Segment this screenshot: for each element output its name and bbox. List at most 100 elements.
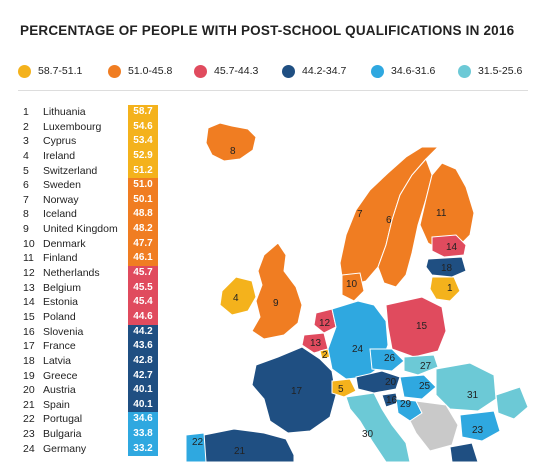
country-name: Slovenia	[43, 325, 84, 338]
rank-number: 19	[23, 369, 35, 382]
country-name: Norway	[43, 193, 79, 206]
value-cell: 44.6	[128, 309, 158, 325]
legend-label: 58.7-51.1	[38, 65, 83, 77]
region-ireland	[219, 276, 257, 316]
table-row: 19 Greece 42.7	[18, 368, 160, 384]
country-name: Belgium	[43, 281, 81, 294]
region-poland	[385, 296, 447, 358]
value-cell: 46.1	[128, 251, 158, 267]
value-cell: 51.2	[128, 163, 158, 179]
country-name: Denmark	[43, 237, 86, 250]
country-name: Greece	[43, 369, 78, 382]
map-label: 7	[357, 209, 363, 220]
rank-number: 8	[23, 208, 29, 221]
value-cell: 50.1	[128, 192, 158, 208]
region-sweden	[377, 158, 433, 288]
region-finland	[419, 162, 475, 252]
table-row: 23 Bulgaria 33.8	[18, 427, 160, 442]
region-greece	[449, 442, 479, 462]
region-lithuania	[429, 276, 461, 302]
value-cell: 48.8	[128, 207, 158, 223]
table-row: 20 Austria 40.1	[18, 383, 160, 398]
rank-number: 3	[23, 135, 29, 148]
value-cell: 43.6	[128, 339, 158, 354]
table-row: 9 United Kingdom 48.2	[18, 222, 160, 237]
map-label: 25	[419, 381, 431, 392]
country-name: Cyprus	[43, 135, 77, 148]
country-name: Bulgaria	[43, 428, 82, 441]
value-cell: 42.8	[128, 353, 158, 369]
region-denmark	[341, 272, 365, 302]
value-cell: 53.4	[128, 134, 158, 149]
value-cell: 51.0	[128, 178, 158, 193]
table-row: 14 Estonia 45.4	[18, 295, 160, 310]
map-label: 5	[338, 384, 344, 395]
map-label: 10	[346, 279, 358, 290]
map-label: 2	[322, 350, 328, 361]
country-name: Finland	[43, 252, 78, 265]
map-label: 6	[386, 215, 392, 226]
table-row: 5 Switzerland 51.2	[18, 163, 160, 179]
rank-number: 24	[23, 442, 35, 455]
table-row: 7 Norway 50.1	[18, 192, 160, 208]
legend-label: 45.7-44.3	[214, 65, 259, 77]
table-row: 13 Belgium 45.5	[18, 280, 160, 296]
legend-swatch	[194, 64, 207, 78]
europe-map: 8 7 6 11 14 18 1 4 9 10 12 13 2 15 24 26…	[185, 122, 529, 462]
table-row: 1 Lithuania 58.7	[18, 105, 160, 120]
region-moldova-edge	[495, 386, 529, 420]
value-cell: 33.2	[128, 441, 158, 457]
region-spain	[203, 428, 295, 462]
map-label: 18	[441, 263, 453, 274]
map-label: 15	[416, 321, 428, 332]
legend: 58.7-51.1 51.0-45.8 45.7-44.3 44.2-34.7 …	[18, 62, 528, 80]
table-row: 15 Poland 44.6	[18, 309, 160, 325]
region-portugal	[185, 432, 207, 462]
table-row: 2 Luxembourg 54.6	[18, 119, 160, 135]
rank-number: 14	[23, 296, 35, 309]
table-row: 6 Sweden 51.0	[18, 178, 160, 193]
page-title: PERCENTAGE OF PEOPLE WITH POST-SCHOOL QU…	[20, 23, 515, 38]
rank-number: 6	[23, 179, 29, 192]
map-label: 20	[385, 377, 397, 388]
region-estonia	[431, 234, 467, 258]
table-row: 24 Germany 33.2	[18, 441, 160, 457]
country-name: Iceland	[43, 208, 77, 221]
legend-swatch	[458, 64, 471, 78]
value-cell: 48.2	[128, 222, 158, 237]
rank-number: 2	[23, 120, 29, 133]
region-uk	[251, 242, 303, 340]
rank-number: 15	[23, 310, 35, 323]
region-czech	[369, 348, 405, 372]
rank-number: 9	[23, 223, 29, 236]
map-label: 9	[273, 298, 279, 309]
rank-number: 10	[23, 237, 35, 250]
value-cell: 34.6	[128, 412, 158, 428]
map-label: 14	[446, 242, 458, 253]
region-romania	[435, 362, 497, 412]
legend-swatch	[108, 64, 121, 78]
region-austria	[355, 370, 401, 394]
legend-swatch	[371, 64, 384, 78]
table-row: 12 Netherlands 45.7	[18, 266, 160, 281]
region-slovakia	[403, 354, 439, 376]
value-cell: 40.1	[128, 397, 158, 413]
rank-number: 13	[23, 281, 35, 294]
table-row: 3 Cyprus 53.4	[18, 134, 160, 149]
table-row: 17 France 43.6	[18, 339, 160, 354]
rank-number: 5	[23, 164, 29, 177]
value-cell: 45.7	[128, 266, 158, 281]
table-row: 22 Portugal 34.6	[18, 412, 160, 428]
value-cell: 52.9	[128, 148, 158, 164]
region-hungary	[399, 374, 437, 400]
country-name: Austria	[43, 384, 76, 397]
rank-number: 11	[23, 252, 34, 265]
legend-label: 34.6-31.6	[391, 65, 436, 77]
country-name: France	[43, 340, 76, 353]
country-name: Lithuania	[43, 106, 86, 118]
rank-number: 21	[23, 398, 35, 411]
region-bulgaria	[459, 410, 501, 442]
table-row: 10 Denmark 47.7	[18, 236, 160, 252]
rank-number: 23	[23, 428, 35, 441]
map-label: 1	[447, 283, 453, 294]
